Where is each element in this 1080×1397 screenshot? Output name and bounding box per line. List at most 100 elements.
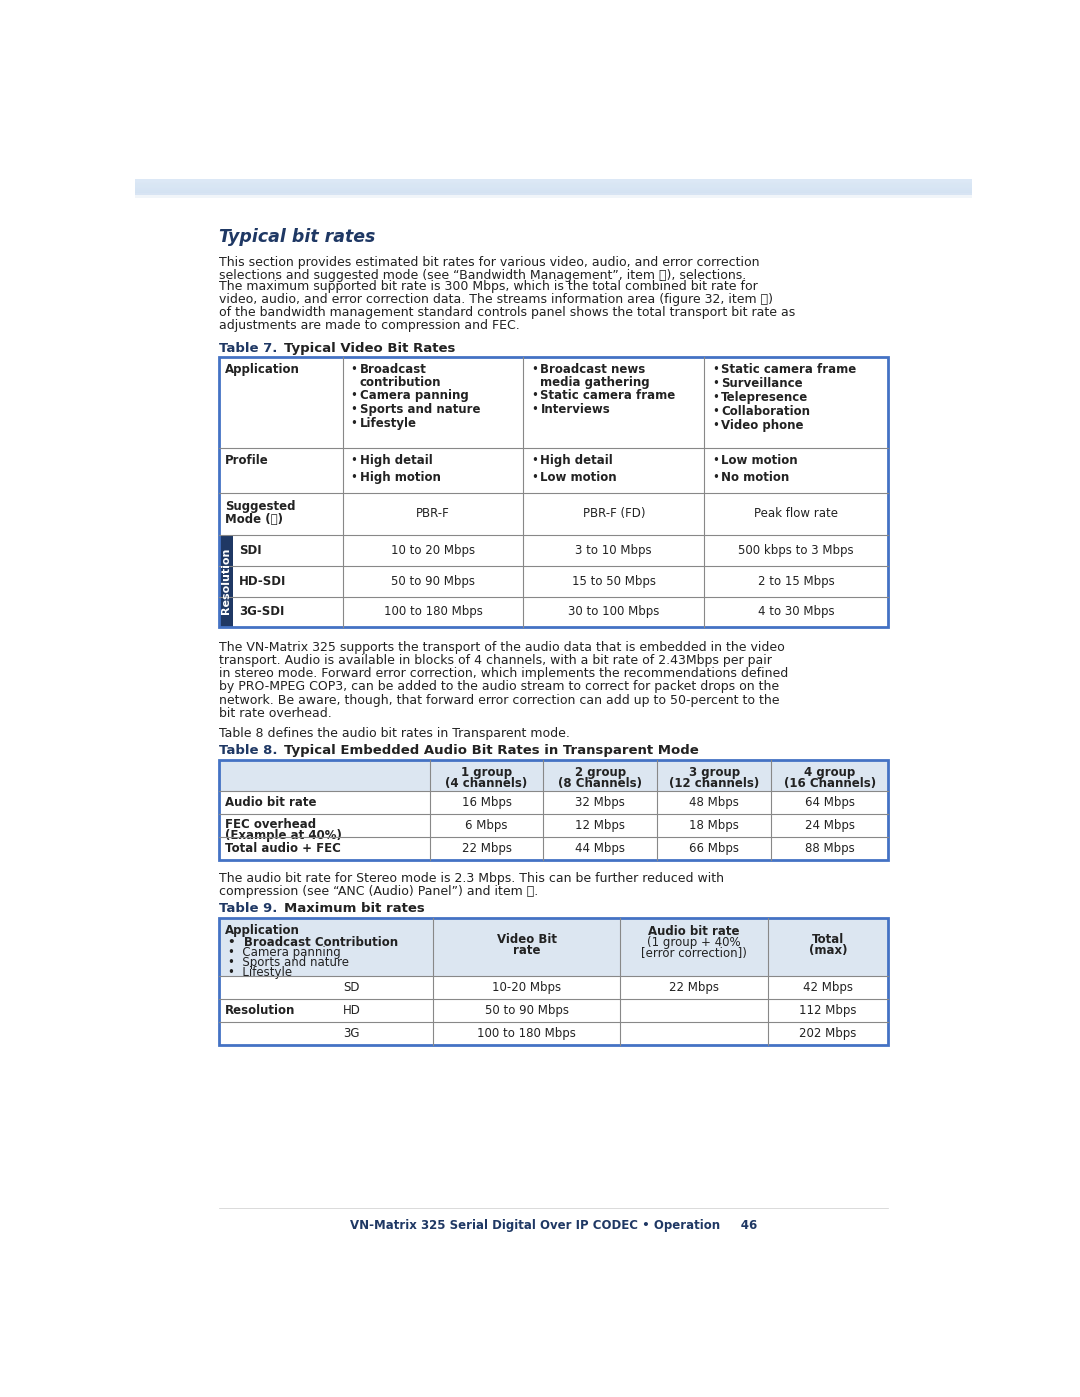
Text: SDI: SDI <box>239 543 261 557</box>
Text: •: • <box>350 418 357 430</box>
Text: This section provides estimated bit rates for various video, audio, and error co: This section provides estimated bit rate… <box>218 256 759 270</box>
Bar <box>135 183 972 186</box>
Text: by PRO-MPEG COP3, can be added to the audio stream to correct for packet drops o: by PRO-MPEG COP3, can be added to the au… <box>218 680 779 693</box>
Text: (max): (max) <box>809 944 848 957</box>
Text: •  Camera panning: • Camera panning <box>228 946 341 960</box>
Text: adjustments are made to compression and FEC.: adjustments are made to compression and … <box>218 320 519 332</box>
Text: Static camera frame: Static camera frame <box>721 363 856 376</box>
Text: Application: Application <box>225 923 300 937</box>
Text: 3G-SDI: 3G-SDI <box>239 605 284 619</box>
Bar <box>218 760 888 861</box>
Text: Broadcast news: Broadcast news <box>540 363 646 376</box>
Text: Total audio + FEC: Total audio + FEC <box>225 842 341 855</box>
Bar <box>218 918 888 977</box>
Text: bit rate overhead.: bit rate overhead. <box>218 707 332 719</box>
Text: Application: Application <box>225 363 300 376</box>
Bar <box>135 190 972 193</box>
Text: 500 kbps to 3 Mbps: 500 kbps to 3 Mbps <box>739 543 854 557</box>
Text: 66 Mbps: 66 Mbps <box>689 842 739 855</box>
Text: The maximum supported bit rate is 300 Mbps, which is the total combined bit rate: The maximum supported bit rate is 300 Mb… <box>218 279 757 293</box>
Text: (Example at 40%): (Example at 40%) <box>225 828 341 842</box>
Text: 42 Mbps: 42 Mbps <box>804 981 853 995</box>
Text: media gathering: media gathering <box>540 376 650 388</box>
Text: PBR-F: PBR-F <box>416 507 450 520</box>
Text: •: • <box>712 391 719 404</box>
Text: •: • <box>712 363 719 376</box>
Text: Table 9.: Table 9. <box>218 902 278 915</box>
Bar <box>135 186 972 187</box>
Text: 22 Mbps: 22 Mbps <box>670 981 719 995</box>
Text: (1 group + 40%: (1 group + 40% <box>647 936 741 949</box>
Text: •: • <box>712 454 719 467</box>
Text: 3 group: 3 group <box>689 766 740 780</box>
Text: SD: SD <box>343 981 360 995</box>
Text: Camera panning: Camera panning <box>360 390 469 402</box>
Text: 50 to 90 Mbps: 50 to 90 Mbps <box>391 574 475 588</box>
Text: Sports and nature: Sports and nature <box>360 404 481 416</box>
Bar <box>135 184 972 187</box>
Bar <box>218 535 232 627</box>
Text: Video Bit: Video Bit <box>497 933 556 946</box>
Text: Resolution: Resolution <box>225 1004 295 1017</box>
Text: •: • <box>712 377 719 390</box>
Text: Interviews: Interviews <box>540 404 610 416</box>
Text: 30 to 100 Mbps: 30 to 100 Mbps <box>568 605 660 619</box>
Text: 100 to 180 Mbps: 100 to 180 Mbps <box>477 1027 576 1041</box>
Text: Audio bit rate: Audio bit rate <box>225 796 316 809</box>
Text: Mode (ⓙ): Mode (ⓙ) <box>225 513 283 525</box>
Text: 2 group: 2 group <box>575 766 626 780</box>
Text: •: • <box>350 404 357 416</box>
Text: •: • <box>350 390 357 402</box>
Text: Lifestyle: Lifestyle <box>360 418 417 430</box>
Bar <box>218 358 888 627</box>
Text: Table 7.: Table 7. <box>218 342 278 355</box>
Text: 112 Mbps: 112 Mbps <box>799 1004 856 1017</box>
Text: Typical bit rates: Typical bit rates <box>218 229 375 246</box>
Text: compression (see “ANC (Audio) Panel”) and item ⓙ.: compression (see “ANC (Audio) Panel”) an… <box>218 886 538 898</box>
Bar <box>135 191 972 193</box>
Text: Low motion: Low motion <box>540 471 617 483</box>
Text: •: • <box>712 419 719 432</box>
Text: •: • <box>712 471 719 483</box>
Text: (8 Channels): (8 Channels) <box>558 777 643 789</box>
Bar <box>135 193 972 194</box>
Text: 3 to 10 Mbps: 3 to 10 Mbps <box>576 543 652 557</box>
Text: Profile: Profile <box>225 454 269 467</box>
Bar <box>135 189 972 191</box>
Text: 48 Mbps: 48 Mbps <box>689 796 739 809</box>
Text: 32 Mbps: 32 Mbps <box>576 796 625 809</box>
Text: HD-SDI: HD-SDI <box>239 574 286 588</box>
Text: •: • <box>531 404 538 416</box>
Text: contribution: contribution <box>360 376 441 388</box>
Text: (4 channels): (4 channels) <box>445 777 528 789</box>
Text: 50 to 90 Mbps: 50 to 90 Mbps <box>485 1004 569 1017</box>
Text: 24 Mbps: 24 Mbps <box>805 819 854 831</box>
Text: VN-Matrix 325 Serial Digital Over IP CODEC • Operation     46: VN-Matrix 325 Serial Digital Over IP COD… <box>350 1218 757 1232</box>
Text: •: • <box>350 363 357 376</box>
Text: PBR-F (FD): PBR-F (FD) <box>582 507 645 520</box>
Text: [error correction]): [error correction]) <box>642 947 747 960</box>
Text: Collaboration: Collaboration <box>721 405 810 418</box>
Text: FEC overhead: FEC overhead <box>225 819 316 831</box>
Bar <box>218 760 888 791</box>
Text: (12 channels): (12 channels) <box>670 777 759 789</box>
Text: Typical Embedded Audio Bit Rates in Transparent Mode: Typical Embedded Audio Bit Rates in Tran… <box>284 745 699 757</box>
Text: Typical Video Bit Rates: Typical Video Bit Rates <box>284 342 455 355</box>
Text: video, audio, and error correction data. The streams information area (figure 32: video, audio, and error correction data.… <box>218 293 772 306</box>
Text: Low motion: Low motion <box>721 454 798 467</box>
Text: 202 Mbps: 202 Mbps <box>799 1027 856 1041</box>
Text: Audio bit rate: Audio bit rate <box>648 925 740 939</box>
Text: rate: rate <box>513 944 540 957</box>
Bar <box>218 918 888 1045</box>
Text: transport. Audio is available in blocks of 4 channels, with a bit rate of 2.43Mb: transport. Audio is available in blocks … <box>218 654 771 668</box>
Text: 1 group: 1 group <box>461 766 512 780</box>
Text: 10 to 20 Mbps: 10 to 20 Mbps <box>391 543 475 557</box>
Text: 15 to 50 Mbps: 15 to 50 Mbps <box>571 574 656 588</box>
Text: 12 Mbps: 12 Mbps <box>576 819 625 831</box>
Text: •  Broadcast Contribution: • Broadcast Contribution <box>228 936 399 949</box>
Text: 100 to 180 Mbps: 100 to 180 Mbps <box>383 605 483 619</box>
Text: No motion: No motion <box>721 471 789 483</box>
Text: 6 Mbps: 6 Mbps <box>465 819 508 831</box>
Text: Total: Total <box>812 933 845 946</box>
Text: •: • <box>531 454 538 467</box>
